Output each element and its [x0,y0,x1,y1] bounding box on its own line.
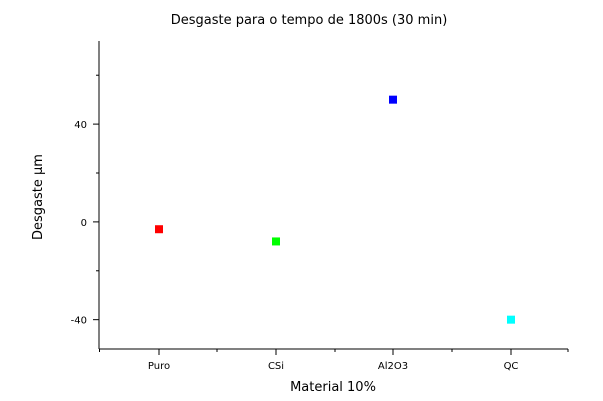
x-tick-label: QC [504,361,519,372]
plot-area: -40 0 40 Puro CSi Al2O3 QC [71,41,569,372]
data-point-al2o3 [389,95,397,104]
y-ticks: -40 0 40 [71,74,99,327]
x-tick-label: Al2O3 [378,361,408,372]
y-tick-label: -40 [71,316,87,327]
chart-title: Desgaste para o tempo de 1800s (30 min) [171,13,448,28]
x-ticks: Puro CSi Al2O3 QC [99,349,569,372]
x-axis-label: Material 10% [290,380,376,395]
data-point-qc [507,315,515,324]
x-tick-label: Puro [148,361,170,372]
data-point-csi [272,237,280,246]
y-tick-label: 0 [81,218,87,229]
y-axis-label: Desgaste µm [31,154,46,240]
x-tick-label: CSi [268,361,284,372]
y-tick-label: 40 [74,120,87,131]
data-point-puro [155,225,163,234]
data-points [155,95,515,324]
